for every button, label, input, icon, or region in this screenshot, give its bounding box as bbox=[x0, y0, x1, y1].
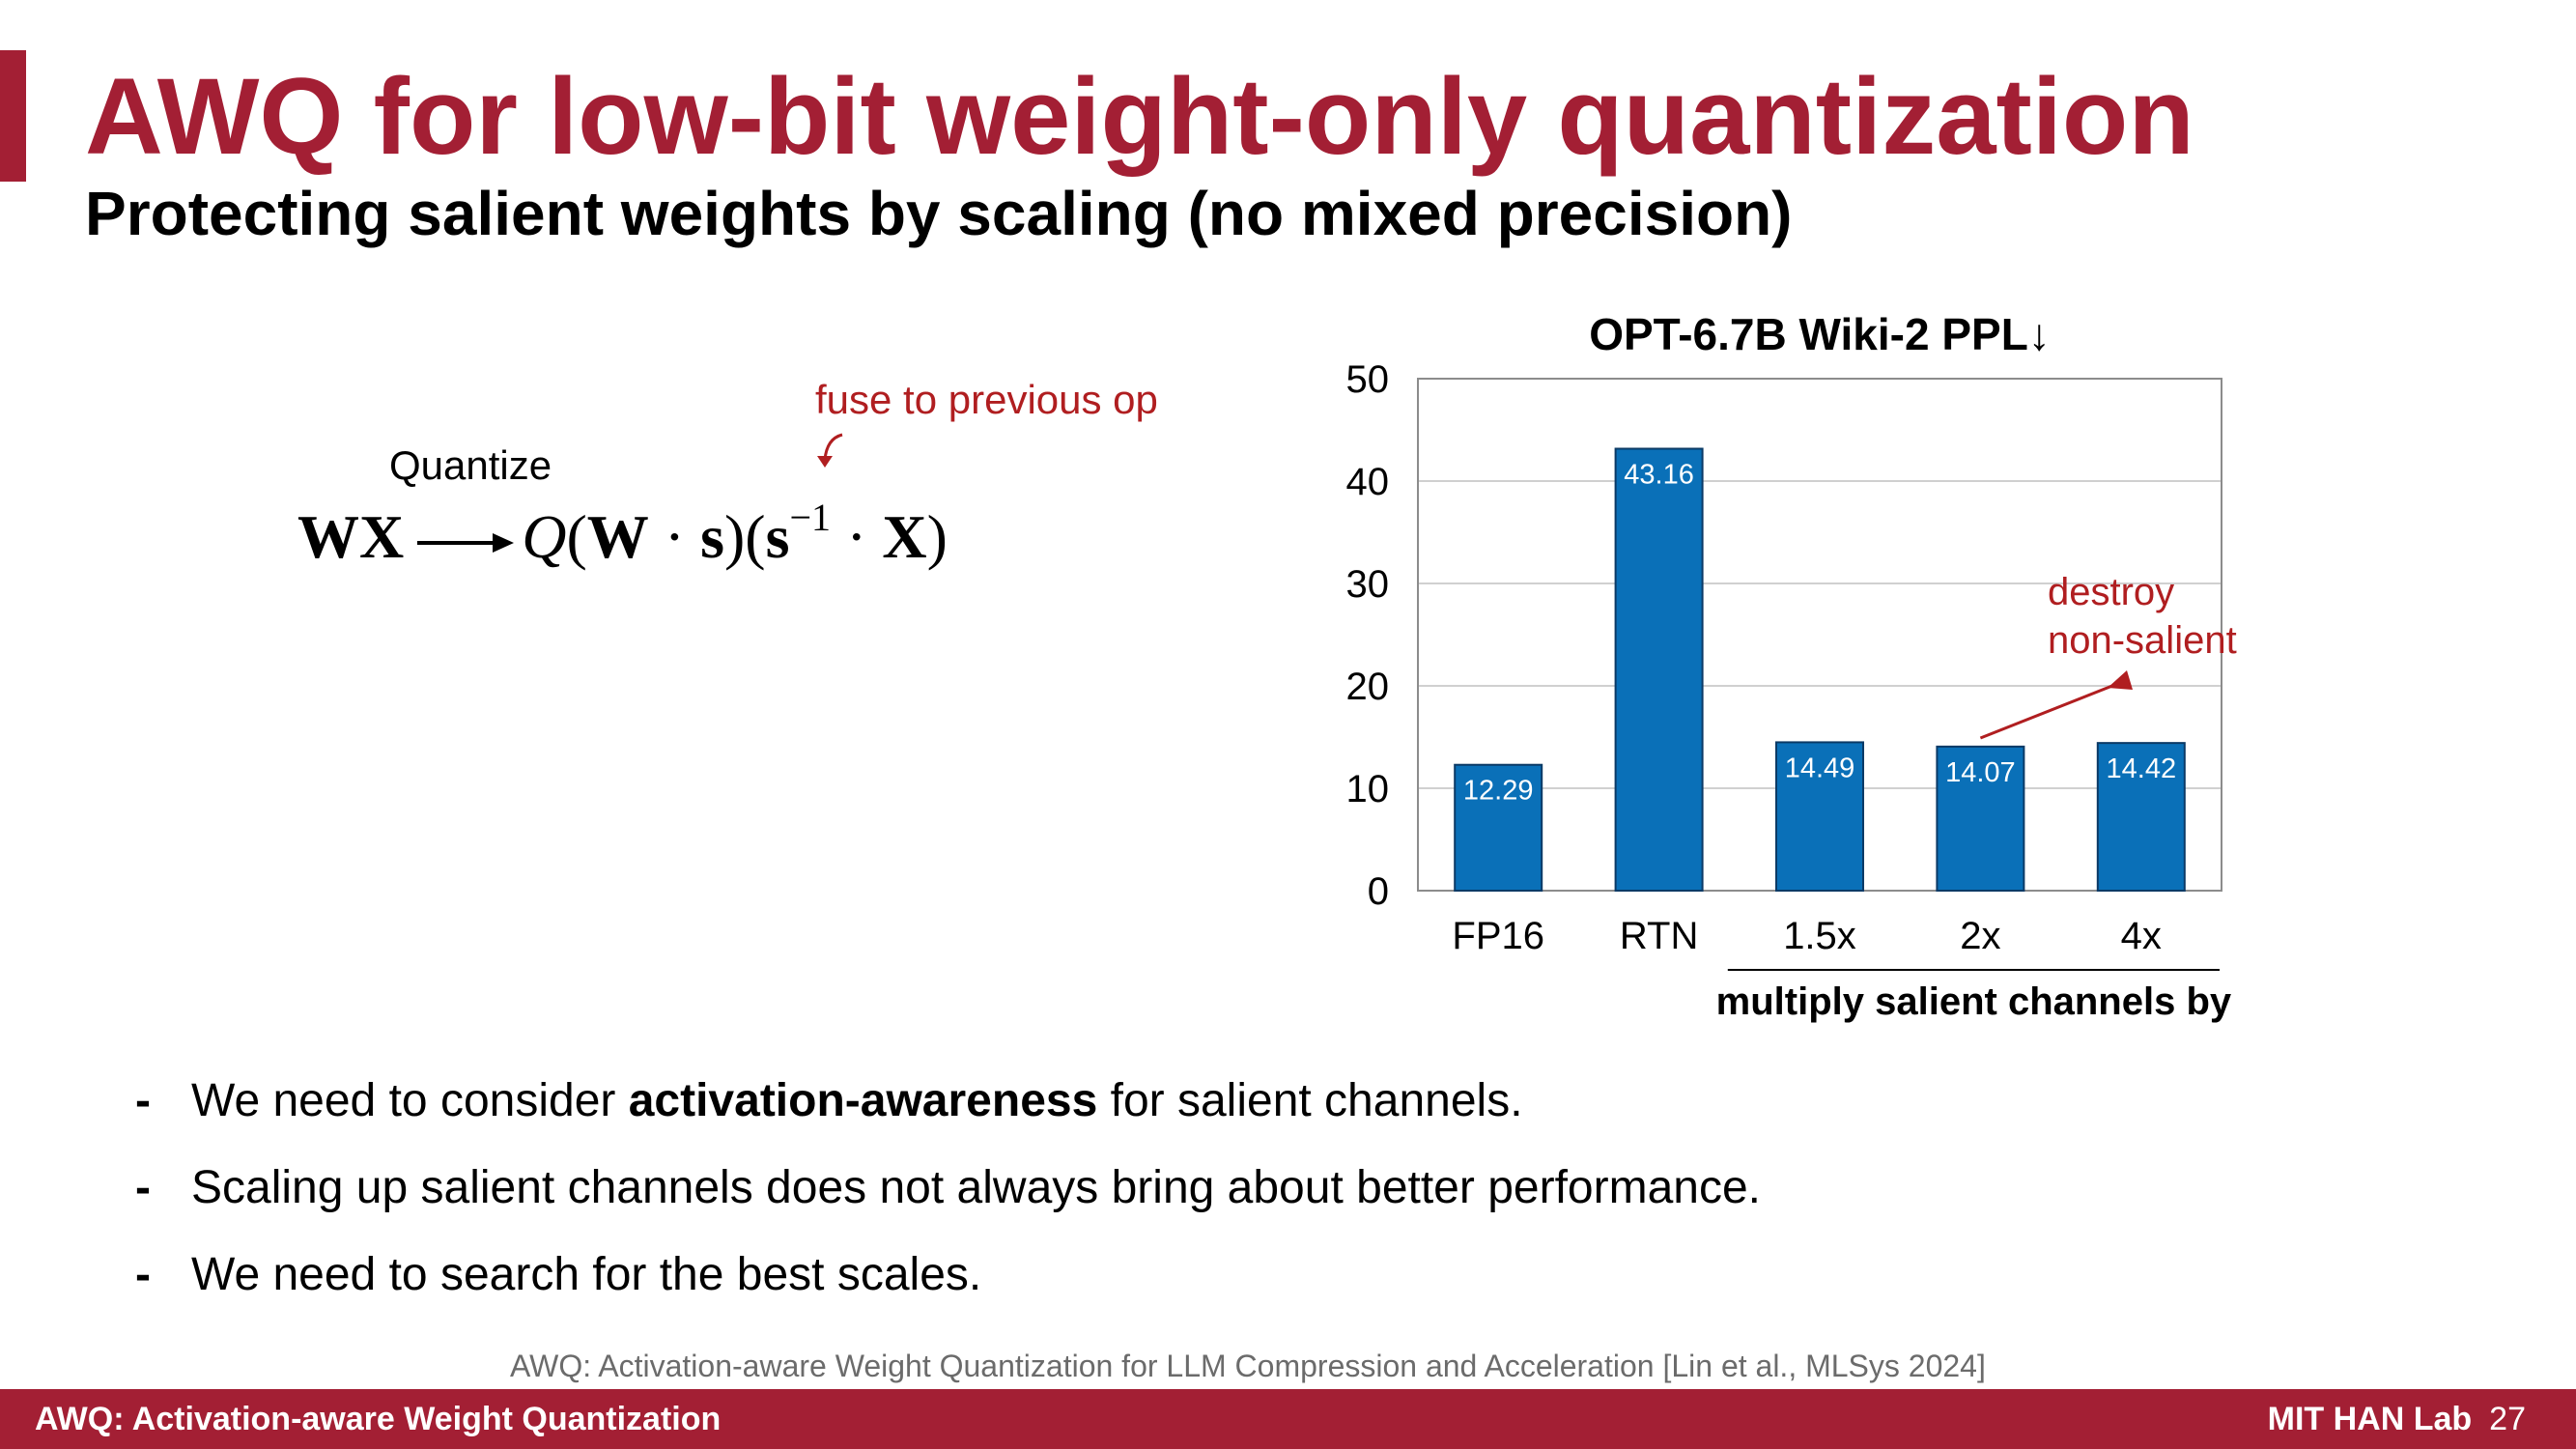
annotation-arrow-line bbox=[1979, 678, 2128, 740]
x-tick-label: RTN bbox=[1620, 915, 1698, 957]
quantize-label: Quantize bbox=[389, 442, 552, 488]
annotation-arrowhead-icon bbox=[2108, 670, 2133, 690]
formula-dot-1: · bbox=[648, 502, 701, 571]
formula-lhs: WX bbox=[297, 502, 405, 571]
y-tick-label: 40 bbox=[1346, 461, 1390, 503]
y-tick-label: 0 bbox=[1368, 870, 1389, 913]
fuse-note: fuse to previous op bbox=[815, 377, 1158, 422]
bullet-item: - Scaling up salient channels does not al… bbox=[135, 1159, 1761, 1246]
y-tick-label: 30 bbox=[1346, 563, 1390, 606]
formula-open: ( bbox=[566, 502, 587, 571]
bullet-text: Scaling up salient channels does not alw… bbox=[191, 1162, 1761, 1213]
bullet-emphasis: activation-awareness bbox=[628, 1075, 1098, 1126]
footer-title: AWQ: Activation-aware Weight Quantizatio… bbox=[35, 1401, 722, 1437]
bar-2x bbox=[1936, 745, 2025, 892]
x-tick-label: 1.5x bbox=[1783, 915, 1856, 957]
bar-value-label: 14.07 bbox=[1945, 757, 2016, 788]
bullet-text: We need to consider bbox=[191, 1075, 629, 1126]
title-accent-bar bbox=[0, 50, 26, 182]
bullet-item: - We need to search for the best scales. bbox=[135, 1246, 1761, 1333]
x-group-label: multiply salient channels by bbox=[1716, 980, 2232, 1023]
chart-title: OPT-6.7B Wiki-2 PPL↓ bbox=[1589, 309, 2051, 359]
bar-value-label: 12.29 bbox=[1463, 776, 1534, 807]
formula-dot-2: · bbox=[831, 502, 883, 571]
bar-FP16 bbox=[1454, 763, 1543, 893]
formula-exponent: −1 bbox=[789, 496, 832, 539]
footer-bar: AWQ: Activation-aware Weight Quantizatio… bbox=[0, 1389, 2576, 1449]
right-arrow-icon bbox=[417, 533, 515, 554]
bar-value-label: 14.42 bbox=[2107, 753, 2177, 784]
bullet-text: We need to search for the best scales. bbox=[191, 1249, 982, 1300]
y-tick-label: 50 bbox=[1346, 358, 1390, 401]
footer-lab-name: MIT HAN Lab bbox=[2267, 1401, 2473, 1437]
slide-title: AWQ for low-bit weight-only quantization bbox=[85, 56, 2194, 177]
y-tick-label: 20 bbox=[1346, 666, 1390, 708]
formula-close-open: )( bbox=[723, 502, 766, 571]
annotation-line-1: destroy bbox=[2048, 571, 2174, 613]
formula-q: Q bbox=[522, 502, 567, 571]
bar-value-label: 43.16 bbox=[1624, 460, 1694, 491]
bullet-dash: - bbox=[135, 1249, 151, 1300]
bar-value-label: 14.49 bbox=[1785, 753, 1855, 783]
fuse-arrow-icon bbox=[817, 433, 843, 468]
formula-area: fuse to previous op Quantize WX Q(W · s)… bbox=[280, 377, 1207, 599]
perplexity-bar-chart: OPT-6.7B Wiki-2 PPL↓ 0 10 20 30 40 50 12.29 FP16… bbox=[1346, 309, 2237, 1023]
page-number: 27 bbox=[2489, 1401, 2526, 1437]
x-tick-label: FP16 bbox=[1452, 915, 1544, 957]
y-tick-label: 10 bbox=[1346, 768, 1390, 810]
bullet-list: - We need to consider activation-awarenes… bbox=[135, 1072, 1761, 1333]
bar-4x bbox=[2096, 742, 2186, 893]
x-tick-label: 2x bbox=[1960, 915, 2000, 957]
bar-1.5x bbox=[1775, 741, 1864, 892]
annotation-line-2: non-salient bbox=[2048, 619, 2237, 662]
slide-subtitle: Protecting salient weights by scaling (n… bbox=[85, 179, 1793, 248]
quantization-formula: WX Q(W · s)(s−1 · X) bbox=[297, 495, 948, 573]
bullet-text-end: for salient channels. bbox=[1097, 1075, 1523, 1126]
formula-close: ) bbox=[926, 502, 948, 571]
x-tick-label: 4x bbox=[2121, 915, 2162, 957]
bullet-dash: - bbox=[135, 1162, 151, 1213]
formula-w: W bbox=[586, 502, 649, 571]
formula-x: X bbox=[882, 502, 927, 571]
bullet-item: - We need to consider activation-awarenes… bbox=[135, 1072, 1761, 1159]
footer-right: MIT HAN Lab 27 bbox=[2268, 1401, 2526, 1438]
citation: AWQ: Activation-aware Weight Quantizatio… bbox=[510, 1349, 1986, 1383]
bar-RTN bbox=[1614, 447, 1704, 892]
formula-s-inverse: s bbox=[765, 502, 790, 571]
formula-s: s bbox=[700, 502, 724, 571]
bullet-dash: - bbox=[135, 1075, 151, 1126]
